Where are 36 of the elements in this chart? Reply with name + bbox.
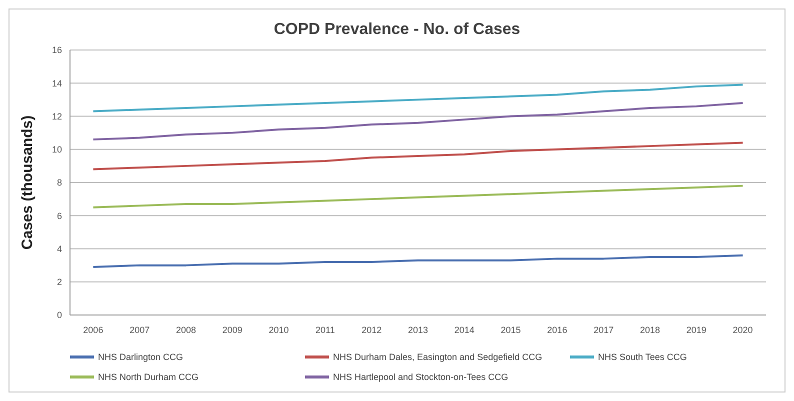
x-tick-label: 2019 xyxy=(686,325,706,335)
y-tick-label: 10 xyxy=(52,144,62,155)
x-tick-label: 2009 xyxy=(222,325,242,335)
x-tick-label: 2020 xyxy=(732,325,753,335)
line-series xyxy=(92,184,744,208)
y-axis-title: Cases (thousands) xyxy=(19,115,36,250)
x-tick-label: 2017 xyxy=(594,325,614,335)
x-tick-label: 2014 xyxy=(454,325,474,335)
legend-label: NHS North Durham CCG xyxy=(98,372,199,382)
y-tick-label: 0 xyxy=(56,310,62,320)
legend-label: NHS Durham Dales, Easington and Sedgefield CCG xyxy=(333,352,542,362)
chart-title: COPD Prevalence - No. of Cases xyxy=(274,21,520,38)
x-tick-label: 2016 xyxy=(547,325,568,335)
legend-label: NHS Hartlepool and Stockton-on-Tees CCG xyxy=(333,372,508,382)
y-tick-label: 12 xyxy=(52,111,62,122)
x-tick-label: 2013 xyxy=(408,325,428,335)
y-tick-label: 8 xyxy=(56,178,62,188)
x-tick-label: 2010 xyxy=(268,325,289,335)
x-tick-label: 2012 xyxy=(362,325,382,335)
line-series xyxy=(92,142,744,170)
line-series xyxy=(92,84,744,112)
y-tick-label: 16 xyxy=(52,45,62,56)
x-tick-label: 2008 xyxy=(176,325,196,335)
y-tick-label: 4 xyxy=(56,244,62,254)
x-tick-label: 2011 xyxy=(316,325,335,335)
legend-label: NHS South Tees CCG xyxy=(598,352,687,362)
x-tick-label: 2018 xyxy=(640,325,660,335)
x-tick-label: 2006 xyxy=(83,325,104,335)
x-tick-label: 2007 xyxy=(130,325,150,335)
line-series xyxy=(92,102,744,140)
y-tick-label: 14 xyxy=(52,78,62,88)
y-tick-label: 6 xyxy=(56,210,62,221)
y-tick-label: 2 xyxy=(56,277,62,288)
legend-label: NHS Darlington CCG xyxy=(98,352,184,362)
line-series xyxy=(92,254,744,268)
x-tick-label: 2015 xyxy=(500,325,521,335)
